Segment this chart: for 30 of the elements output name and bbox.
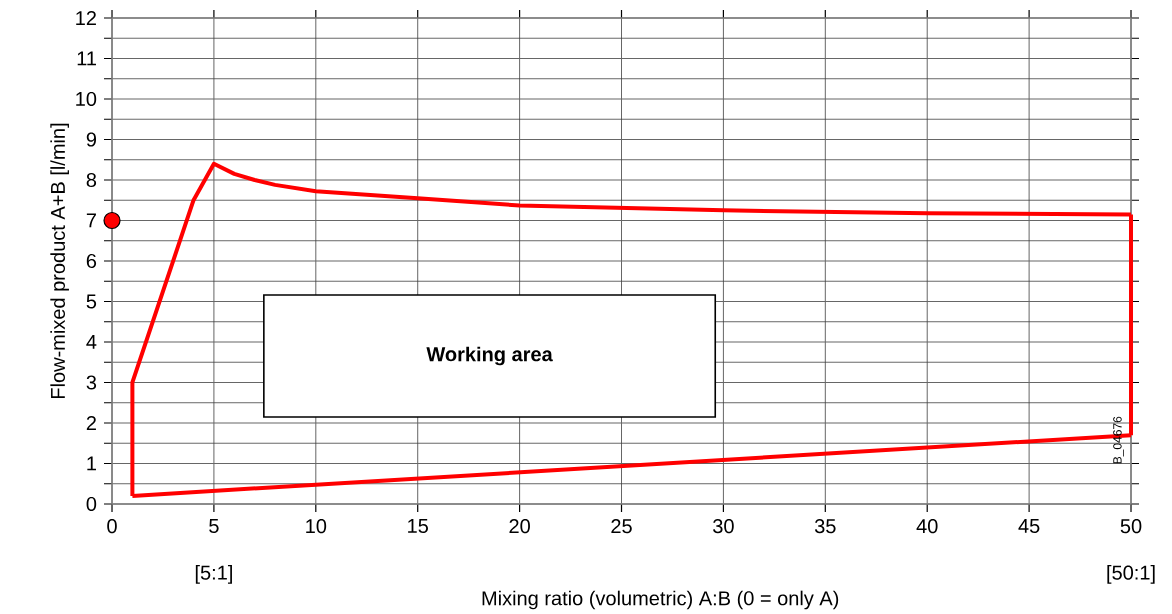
x-tick-label: 10: [306, 519, 327, 534]
text: [50:1]: [1107, 565, 1155, 584]
y-tick-label: 9: [86, 132, 97, 147]
x-tick-label: 40: [916, 519, 938, 534]
y-tick-label: 1: [87, 456, 96, 471]
annotation: B_04676: [1113, 416, 1124, 464]
y-tick-label: 2: [86, 416, 96, 430]
y-tick-label: 5: [86, 294, 97, 309]
y-tick-label: 11: [77, 51, 96, 66]
x-tick-label: 15: [408, 519, 428, 533]
y-tick-label: 6: [86, 253, 97, 269]
y-tick-label: 10: [76, 91, 97, 107]
text: [5:1]: [195, 565, 232, 584]
y-axis-title: Flow-mixed product A+B [l/min]: [50, 123, 69, 399]
y-tick-label: 0: [86, 496, 97, 512]
x-tick-label: 0: [107, 519, 117, 534]
x-tick-label: 30: [713, 519, 734, 534]
x-tick-label: 35: [814, 519, 836, 534]
annotation: Working area: [426, 346, 553, 366]
x-tick-label: 5: [209, 519, 219, 533]
y-tick-label: 12: [76, 11, 96, 25]
x-tick-label: 50: [1120, 519, 1142, 534]
x-tick-label: 20: [509, 519, 530, 534]
y-tick-label: 4: [86, 335, 97, 349]
y-tick-label: 8: [86, 172, 97, 188]
y-tick-label: 7: [86, 213, 96, 228]
x-tick-label: 45: [1018, 519, 1040, 533]
x-tick-label: 25: [611, 519, 632, 534]
x-axis-title: Mixing ratio (volumetric) A:B (0 = only A): [482, 590, 839, 610]
y-tick-label: 3: [86, 375, 97, 390]
